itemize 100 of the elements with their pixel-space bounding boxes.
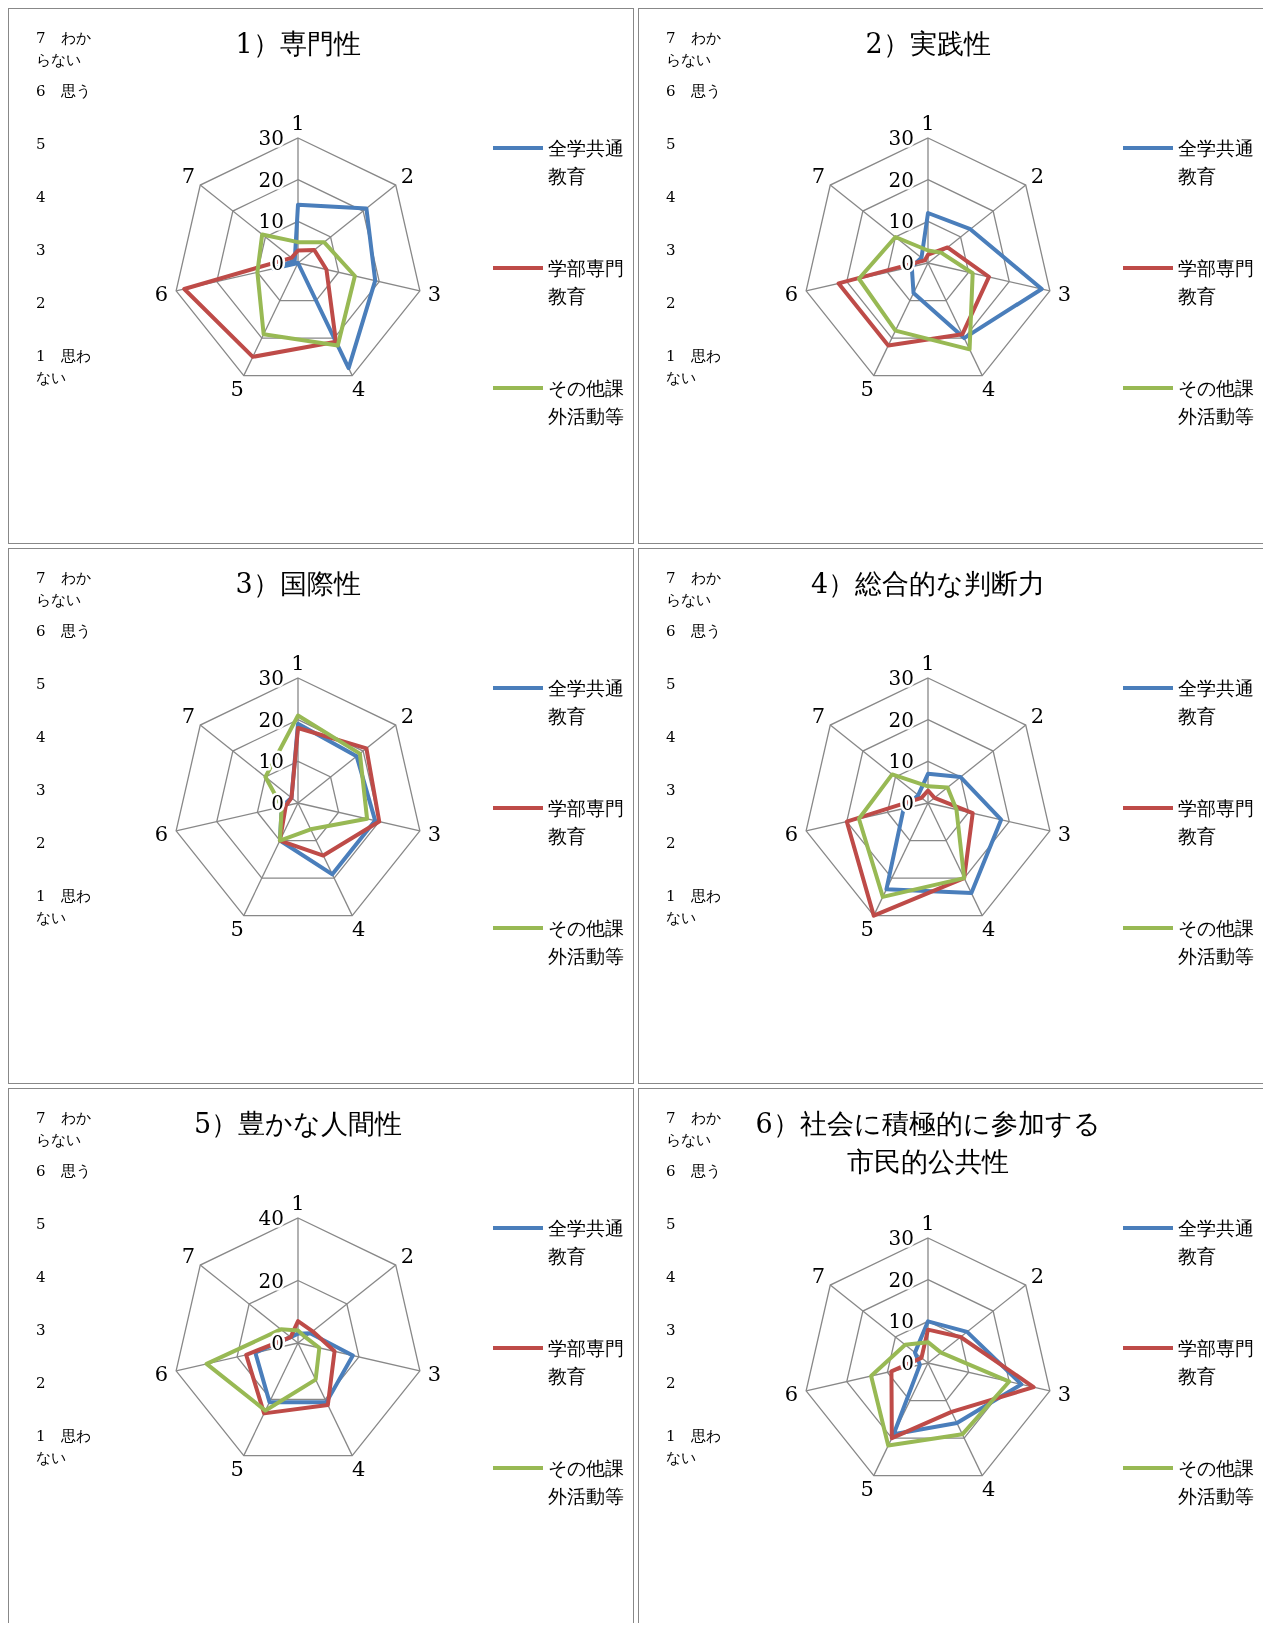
spoke-label: 2 — [400, 703, 415, 728]
text: 3 — [666, 241, 676, 259]
text: 3 — [36, 781, 46, 799]
legend-label: 全学共通教育 — [1178, 1217, 1254, 1267]
text: 7 わからない — [36, 1109, 91, 1149]
spoke-label: 1 — [291, 1191, 305, 1215]
legend-label: 学部専門教育 — [548, 797, 624, 847]
text: 1 思わない — [36, 347, 91, 387]
text: 6 思う — [666, 1162, 721, 1180]
spoke-label: 5 — [230, 1457, 244, 1482]
text: 5 — [36, 1215, 46, 1233]
text: 7 わからない — [36, 29, 91, 69]
y-tick-label: 20 — [258, 707, 284, 732]
text: 1 思わない — [666, 1427, 721, 1467]
spoke-label: 3 — [1057, 1382, 1072, 1407]
legend-label: その他課外活動等 — [548, 1457, 624, 1507]
legend-label: その他課外活動等 — [1178, 1457, 1254, 1507]
text: 6 思う — [666, 82, 721, 100]
text: 2 — [36, 294, 46, 312]
spoke-label: 5 — [860, 917, 874, 942]
spoke-label: 4 — [982, 917, 996, 942]
chart-title: 3）国際性 — [235, 568, 361, 599]
spoke-label: 7 — [811, 163, 826, 188]
text: 7 わからない — [666, 569, 721, 609]
legend-label: その他課外活動等 — [548, 917, 624, 967]
legend-label: その他課外活動等 — [548, 377, 624, 427]
y-tick-label: 10 — [258, 209, 284, 234]
legend-label: 学部専門教育 — [1178, 1337, 1254, 1387]
spoke-label: 6 — [784, 1382, 799, 1407]
spoke-label: 2 — [1030, 703, 1045, 728]
chart-title: 1）専門性 — [235, 28, 361, 59]
legend-label: 全学共通教育 — [1178, 677, 1254, 727]
text: 2 — [666, 1374, 676, 1392]
text: 3 — [666, 781, 676, 799]
spoke-label: 4 — [982, 1477, 996, 1502]
legend-label: 学部専門教育 — [548, 257, 624, 307]
legend-label: 学部専門教育 — [1178, 797, 1254, 847]
spoke-label: 1 — [291, 651, 305, 675]
spoke-label: 2 — [1030, 1263, 1045, 1288]
spoke-label: 4 — [352, 1457, 366, 1482]
spoke-label: 2 — [1030, 163, 1045, 188]
spoke-label: 6 — [154, 822, 169, 847]
spoke-label: 3 — [427, 282, 442, 307]
chart-title: 5）豊かな人間性 — [193, 1108, 403, 1139]
spoke-label: 7 — [181, 163, 196, 188]
y-tick-label: 30 — [258, 666, 284, 690]
y-tick-label: 30 — [888, 1226, 914, 1250]
y-tick-label: 20 — [888, 167, 914, 192]
spoke-label: 6 — [154, 1362, 169, 1387]
text: 2 — [36, 1374, 46, 1392]
chart-title: 2）実践性 — [865, 28, 991, 59]
spoke-label: 1 — [921, 1211, 935, 1235]
text: 5 — [666, 135, 676, 153]
spoke-label: 5 — [230, 377, 244, 402]
text: 5 — [666, 675, 676, 693]
text: 1 思わない — [666, 887, 721, 927]
spoke-label: 7 — [181, 703, 196, 728]
spoke-label: 7 — [181, 1243, 196, 1268]
spoke-label: 3 — [427, 822, 442, 847]
spoke-label: 7 — [811, 703, 826, 728]
y-tick-label: 30 — [888, 126, 914, 150]
spoke-label: 4 — [352, 377, 366, 402]
text: 6 思う — [36, 82, 91, 100]
text: 3 — [36, 241, 46, 259]
spoke-label: 3 — [427, 1362, 442, 1387]
y-tick-label: 10 — [888, 209, 914, 234]
spoke-label: 1 — [921, 651, 935, 675]
legend-label: 全学共通教育 — [548, 1217, 624, 1267]
text: 2 — [666, 294, 676, 312]
y-tick-label: 0 — [271, 791, 284, 815]
legend-label: 学部専門教育 — [1178, 257, 1254, 307]
y-tick-label: 20 — [258, 1268, 284, 1293]
spoke-label: 6 — [784, 822, 799, 847]
text: 4 — [666, 728, 676, 746]
y-tick-label: 30 — [258, 126, 284, 150]
text: 1 思わない — [36, 887, 91, 927]
y-tick-label: 0 — [271, 251, 284, 275]
text: 5 — [666, 1215, 676, 1233]
y-tick-label: 20 — [888, 707, 914, 732]
text: 6 思う — [666, 622, 721, 640]
text: 4 — [36, 1268, 46, 1286]
spoke-label: 2 — [400, 1243, 415, 1268]
spoke-label: 2 — [400, 163, 415, 188]
y-tick-label: 20 — [258, 167, 284, 192]
text: 6 思う — [36, 622, 91, 640]
text: 4 — [36, 728, 46, 746]
text: 4 — [666, 188, 676, 206]
y-tick-label: 10 — [888, 1309, 914, 1334]
legend-label: 学部専門教育 — [548, 1337, 624, 1387]
legend-label: その他課外活動等 — [1178, 917, 1254, 967]
text: 3 — [36, 1321, 46, 1339]
text: 6 思う — [36, 1162, 91, 1180]
spoke-label: 6 — [154, 282, 169, 307]
text: 3 — [666, 1321, 676, 1339]
y-tick-label: 30 — [888, 666, 914, 690]
chart-title: 6）社会に積極的に参加する市民的公共性 — [755, 1108, 1101, 1177]
spoke-label: 4 — [982, 377, 996, 402]
text: 5 — [36, 135, 46, 153]
spoke-label: 4 — [352, 917, 366, 942]
spoke-label: 7 — [811, 1263, 826, 1288]
